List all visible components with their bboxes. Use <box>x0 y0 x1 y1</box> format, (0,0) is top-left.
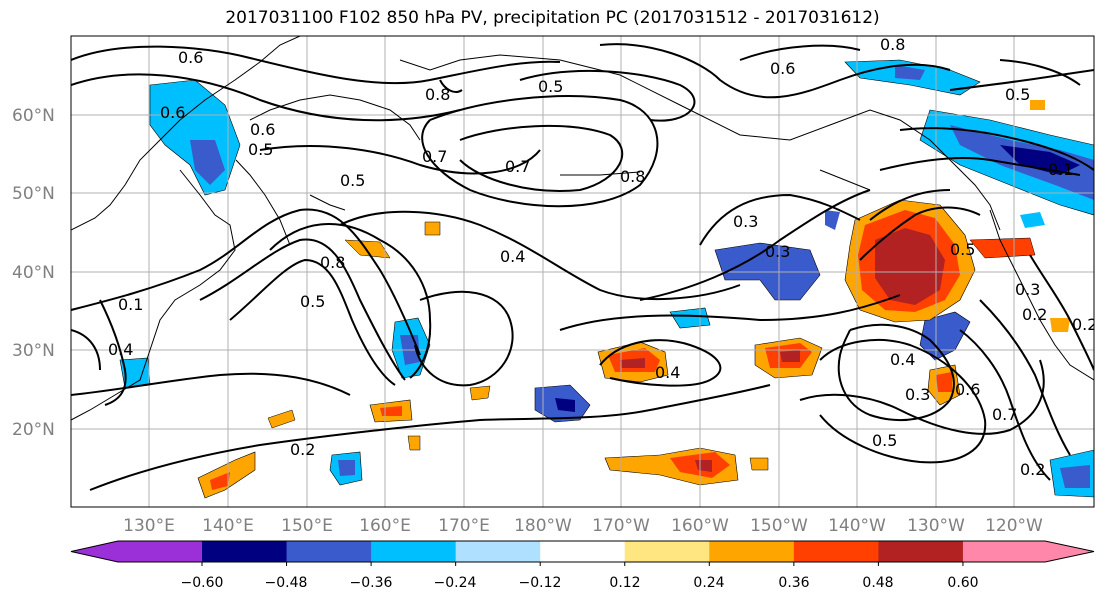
lon-label: 180°W <box>514 516 572 536</box>
contour-label: 0.4 <box>500 247 525 266</box>
colorbar-labels: −0.60 −0.48 −0.36 −0.24 −0.12 0.12 0.24 … <box>181 575 979 591</box>
colorbar-tick-label: −0.36 <box>350 575 393 591</box>
contour-label: 0.7 <box>992 405 1017 424</box>
lon-label: 140°E <box>202 516 254 536</box>
contour-label: 0.1 <box>1048 160 1073 179</box>
colorbar-segment <box>709 541 795 562</box>
contour-label: 0.4 <box>890 350 915 369</box>
map-gridlines <box>71 36 1094 507</box>
coastlines <box>71 36 1094 421</box>
colorbar-tick-label: 0.48 <box>862 575 893 591</box>
lon-label: 170°E <box>438 516 490 536</box>
lon-label: 150°E <box>281 516 333 536</box>
contour-label: 0.2 <box>290 440 315 459</box>
colorbar-tick-label: −0.48 <box>265 575 308 591</box>
contour-label: 0.5 <box>300 292 325 311</box>
contour-label: 0.8 <box>425 85 450 104</box>
contour-label: 0.2 <box>1020 460 1045 479</box>
colorbar-tick-label: −0.12 <box>519 575 562 591</box>
contour-label: 0.7 <box>422 147 447 166</box>
contour-label: 0.5 <box>950 240 975 259</box>
colorbar-segment <box>962 541 1094 562</box>
contour-labels: 0.6 0.5 0.7 0.8 0.5 0.6 0.8 0.3 0.4 0.3 … <box>108 35 1097 479</box>
contour-label: 0.7 <box>505 157 530 176</box>
contour-label: 0.8 <box>320 253 345 272</box>
contour-label: 0.8 <box>620 167 645 186</box>
colorbar-tick-label: 0.60 <box>947 575 978 591</box>
contour-label: 0.1 <box>118 295 143 314</box>
colorbar-segment <box>71 541 202 562</box>
contour-label: 0.8 <box>880 35 905 54</box>
longitude-labels: 130°E 140°E 150°E 160°E 170°E 180°W 170°… <box>123 516 1043 536</box>
contour-label: 0.2 <box>1022 305 1047 324</box>
contour-label: 0.3 <box>905 385 930 404</box>
contour-label: 0.6 <box>160 103 185 122</box>
contour-label: 0.5 <box>340 171 365 190</box>
lon-label: 130°W <box>907 516 965 536</box>
contour-label: 0.2 <box>1072 315 1097 334</box>
colorbar-tick-label: −0.60 <box>181 575 224 591</box>
contour-label: 0.6 <box>178 48 203 67</box>
contour-label: 0.5 <box>872 431 897 450</box>
map-plot-area: 0.6 0.5 0.7 0.8 0.5 0.6 0.8 0.3 0.4 0.3 … <box>71 35 1097 507</box>
lon-label: 140°W <box>828 516 886 536</box>
colorbar-segment <box>455 541 541 562</box>
colorbar-segment <box>202 541 288 562</box>
colorbar-segment <box>624 541 710 562</box>
lon-label: 170°W <box>592 516 650 536</box>
colorbar-tick-label: 0.24 <box>693 575 724 591</box>
lat-label: 20°N <box>12 420 55 440</box>
colorbar-outline <box>70 540 1095 563</box>
contour-label: 0.3 <box>733 212 758 231</box>
colorbar-segment <box>878 541 964 562</box>
contour-label: 0.5 <box>248 140 273 159</box>
contour-label: 0.3 <box>765 242 790 261</box>
contour-label: 0.4 <box>108 340 133 359</box>
contour-label: 0.6 <box>955 380 980 399</box>
colorbar-segment <box>793 541 879 562</box>
lat-label: 30°N <box>12 341 55 361</box>
lat-label: 60°N <box>12 106 55 126</box>
lon-label: 120°W <box>985 516 1043 536</box>
colorbar-tick-label: 0.12 <box>609 575 640 591</box>
contour-label: 0.5 <box>1005 85 1030 104</box>
lat-label: 40°N <box>12 263 55 283</box>
colorbar-tick-label: −0.24 <box>434 575 477 591</box>
colorbar-segment <box>286 541 372 562</box>
contour-label: 0.5 <box>538 77 563 96</box>
contour-label: 0.6 <box>250 120 275 139</box>
map-frame <box>70 35 1095 508</box>
colorbar <box>70 540 1095 566</box>
lon-label: 160°E <box>359 516 411 536</box>
contour-label: 0.4 <box>655 363 680 382</box>
map-title: 2017031100 F102 850 hPa PV, precipitatio… <box>225 8 880 28</box>
lon-label: 150°W <box>750 516 808 536</box>
colorbar-segment <box>540 541 626 562</box>
colorbar-tick-label: 0.36 <box>778 575 809 591</box>
contour-label: 0.3 <box>1015 280 1040 299</box>
colorbar-segment <box>371 541 457 562</box>
pv-contours <box>71 43 1094 491</box>
lat-label: 50°N <box>12 184 55 204</box>
lon-label: 130°E <box>123 516 175 536</box>
contour-label: 0.6 <box>770 59 795 78</box>
latitude-labels: 60°N 50°N 40°N 30°N 20°N <box>12 106 55 440</box>
lon-label: 160°W <box>671 516 729 536</box>
